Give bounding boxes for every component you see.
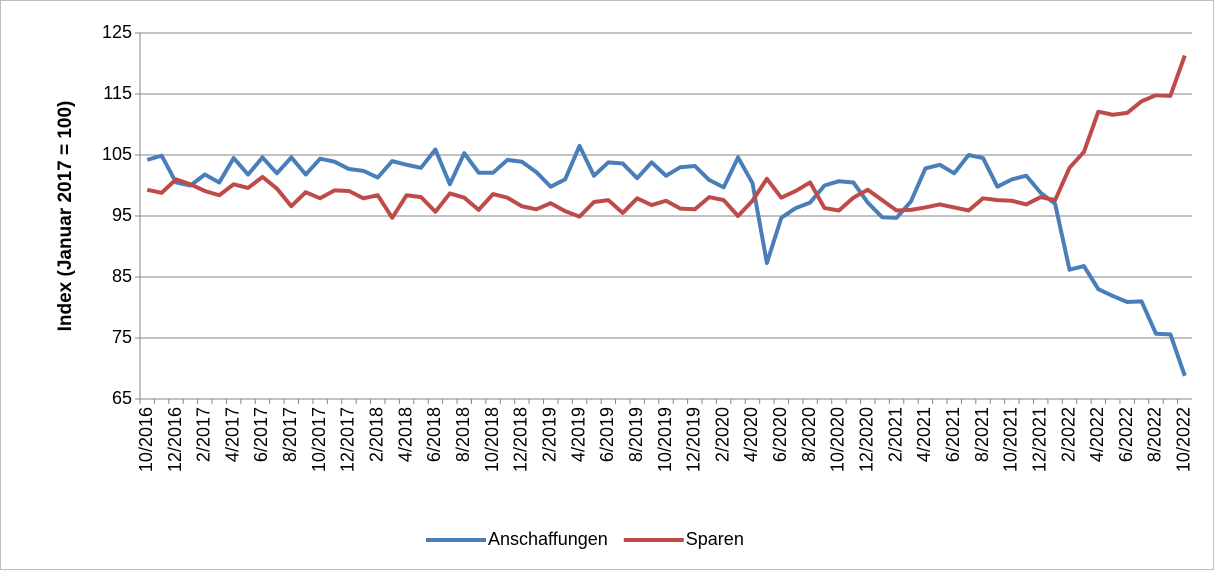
x-tick-label: 6/2018 <box>424 407 444 462</box>
legend-label: Sparen <box>686 529 744 549</box>
x-tick-label: 8/2017 <box>280 407 300 462</box>
x-tick-label: 2/2021 <box>885 407 905 462</box>
x-tick-label: 6/2017 <box>251 407 271 462</box>
x-tick-label: 12/2018 <box>511 407 531 472</box>
x-tick-label: 10/2019 <box>655 407 675 472</box>
x-tick-label: 2/2019 <box>539 407 559 462</box>
x-tick-label: 2/2020 <box>712 407 732 462</box>
x-tick-label: 4/2017 <box>222 407 242 462</box>
x-tick-label: 8/2020 <box>799 407 819 462</box>
x-tick-label: 4/2020 <box>741 407 761 462</box>
x-tick-label: 4/2018 <box>395 407 415 462</box>
x-tick-label: 10/2017 <box>309 407 329 472</box>
y-tick-label: 85 <box>112 266 132 286</box>
x-tick-label: 12/2017 <box>338 407 358 472</box>
x-tick-label: 8/2018 <box>453 407 473 462</box>
x-tick-label: 12/2019 <box>684 407 704 472</box>
x-tick-label: 6/2022 <box>1116 407 1136 462</box>
y-tick-label: 75 <box>112 327 132 347</box>
x-tick-label: 6/2020 <box>770 407 790 462</box>
x-tick-label: 6/2019 <box>597 407 617 462</box>
x-tick-label: 10/2021 <box>1001 407 1021 472</box>
y-axis-label: Index (Januar 2017 = 100) <box>55 101 76 332</box>
x-tick-label: 8/2022 <box>1145 407 1165 462</box>
y-tick-label: 105 <box>102 144 132 164</box>
x-tick-label: 10/2022 <box>1174 407 1194 472</box>
y-tick-label: 125 <box>102 22 132 42</box>
x-tick-label: 8/2021 <box>972 407 992 462</box>
x-tick-label: 4/2021 <box>914 407 934 462</box>
x-tick-label: 10/2020 <box>828 407 848 472</box>
x-tick-label: 12/2021 <box>1029 407 1049 472</box>
x-tick-label: 2/2022 <box>1058 407 1078 462</box>
series-line <box>146 54 1187 220</box>
y-tick-label: 95 <box>112 205 132 225</box>
x-tick-label: 8/2019 <box>626 407 646 462</box>
x-tick-label: 6/2021 <box>943 407 963 462</box>
x-tick-label: 2/2017 <box>194 407 214 462</box>
x-tick-label: 10/2018 <box>482 407 502 472</box>
x-tick-label: 2/2018 <box>367 407 387 462</box>
y-tick-label: 65 <box>112 388 132 408</box>
y-tick-label: 115 <box>103 83 132 103</box>
x-tick-label: 12/2020 <box>857 407 877 472</box>
x-tick-label: 12/2016 <box>165 407 185 472</box>
x-tick-label: 4/2022 <box>1087 407 1107 462</box>
series-line <box>146 143 1187 377</box>
x-tick-label: 10/2016 <box>136 407 156 472</box>
legend-label: Anschaffungen <box>488 529 608 549</box>
x-tick-label: 4/2019 <box>568 407 588 462</box>
